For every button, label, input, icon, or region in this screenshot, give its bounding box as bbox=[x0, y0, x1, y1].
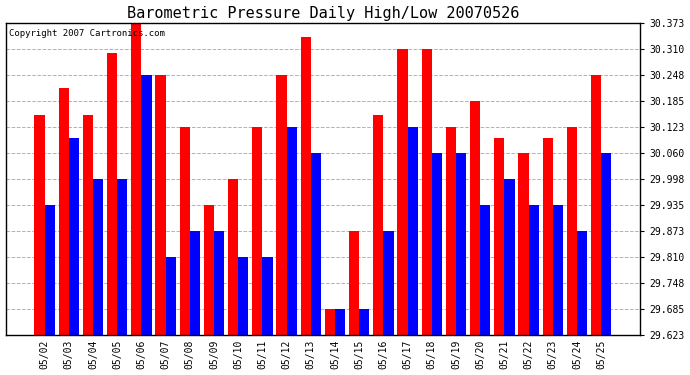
Bar bbox=[542, 138, 553, 335]
Bar bbox=[262, 257, 273, 335]
Bar bbox=[432, 153, 442, 335]
Bar bbox=[277, 75, 286, 335]
Bar bbox=[69, 138, 79, 335]
Bar bbox=[384, 231, 393, 335]
Bar bbox=[408, 127, 417, 335]
Bar bbox=[529, 206, 539, 335]
Bar bbox=[253, 127, 262, 335]
Bar bbox=[286, 127, 297, 335]
Bar bbox=[107, 54, 117, 335]
Bar bbox=[422, 50, 432, 335]
Bar bbox=[335, 309, 345, 335]
Bar bbox=[470, 101, 480, 335]
Title: Barometric Pressure Daily High/Low 20070526: Barometric Pressure Daily High/Low 20070… bbox=[127, 6, 519, 21]
Bar bbox=[349, 231, 359, 335]
Bar bbox=[166, 257, 176, 335]
Bar bbox=[310, 153, 321, 335]
Bar bbox=[214, 231, 224, 335]
Bar bbox=[34, 115, 45, 335]
Bar bbox=[204, 206, 214, 335]
Bar bbox=[179, 127, 190, 335]
Bar bbox=[83, 115, 93, 335]
Bar bbox=[141, 75, 152, 335]
Bar bbox=[591, 75, 601, 335]
Bar bbox=[190, 231, 200, 335]
Bar bbox=[325, 309, 335, 335]
Bar bbox=[553, 206, 563, 335]
Bar bbox=[601, 153, 611, 335]
Bar bbox=[238, 257, 248, 335]
Bar bbox=[93, 179, 103, 335]
Bar bbox=[456, 153, 466, 335]
Bar bbox=[373, 115, 384, 335]
Bar bbox=[359, 309, 369, 335]
Bar bbox=[45, 206, 55, 335]
Bar bbox=[59, 88, 69, 335]
Bar bbox=[228, 179, 238, 335]
Bar bbox=[480, 206, 491, 335]
Bar bbox=[301, 37, 310, 335]
Bar bbox=[397, 50, 408, 335]
Bar bbox=[566, 127, 577, 335]
Bar bbox=[155, 75, 166, 335]
Text: Copyright 2007 Cartronics.com: Copyright 2007 Cartronics.com bbox=[9, 29, 165, 38]
Bar bbox=[494, 138, 504, 335]
Bar bbox=[131, 23, 141, 335]
Bar bbox=[518, 153, 529, 335]
Bar bbox=[577, 231, 587, 335]
Bar bbox=[117, 179, 128, 335]
Bar bbox=[504, 179, 515, 335]
Bar bbox=[446, 127, 456, 335]
